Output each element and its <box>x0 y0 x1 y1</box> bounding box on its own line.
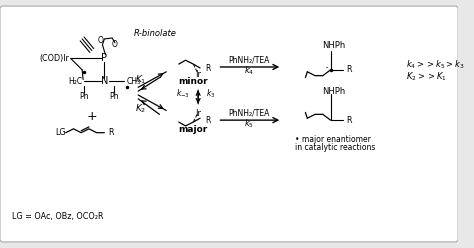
Text: R: R <box>205 116 210 125</box>
Text: Ph: Ph <box>109 93 119 101</box>
Text: O: O <box>98 36 103 45</box>
Text: P: P <box>101 53 108 63</box>
Text: NHPh: NHPh <box>322 41 345 50</box>
FancyBboxPatch shape <box>0 6 458 242</box>
Text: Ir: Ir <box>195 109 201 118</box>
Text: • major enantiomer: • major enantiomer <box>295 135 371 144</box>
Text: in catalytic reactions: in catalytic reactions <box>295 143 375 152</box>
Text: (COD)Ir: (COD)Ir <box>40 54 70 63</box>
Text: +: + <box>86 110 97 123</box>
Text: N: N <box>100 76 108 87</box>
Text: NHPh: NHPh <box>322 87 345 96</box>
Text: major: major <box>179 125 208 134</box>
Text: R: R <box>346 65 352 74</box>
Text: O: O <box>112 40 118 49</box>
Text: $K_1$: $K_1$ <box>135 73 147 86</box>
Text: CH₃: CH₃ <box>127 77 141 86</box>
Text: ·: · <box>112 87 116 100</box>
Text: PhNH₂/TEA: PhNH₂/TEA <box>228 56 270 65</box>
Text: H₂C: H₂C <box>68 77 82 86</box>
Text: LG: LG <box>55 128 66 137</box>
Text: PhNH₂/TEA: PhNH₂/TEA <box>228 109 270 118</box>
Text: Ir: Ir <box>195 70 201 79</box>
Text: R-binolate: R-binolate <box>133 29 176 38</box>
Text: R: R <box>108 128 114 137</box>
Text: minor: minor <box>179 77 208 86</box>
Text: $k_5$: $k_5$ <box>244 118 255 130</box>
Text: $k_3$: $k_3$ <box>206 88 215 100</box>
Text: $k_4$: $k_4$ <box>244 64 255 77</box>
Text: $k_4>>k_5>k_3$: $k_4>>k_5>k_3$ <box>406 59 465 71</box>
Text: Ph: Ph <box>79 93 89 101</box>
Text: $K_2$: $K_2$ <box>135 102 146 115</box>
Text: R: R <box>205 64 210 73</box>
Text: $k_{-3}$: $k_{-3}$ <box>176 88 191 100</box>
Text: R: R <box>346 116 352 125</box>
Text: $K_2>>K_1$: $K_2>>K_1$ <box>406 70 447 83</box>
Text: ·: · <box>325 62 328 75</box>
Text: LG = OAc, OBz, OCO₂R: LG = OAc, OBz, OCO₂R <box>11 212 103 221</box>
